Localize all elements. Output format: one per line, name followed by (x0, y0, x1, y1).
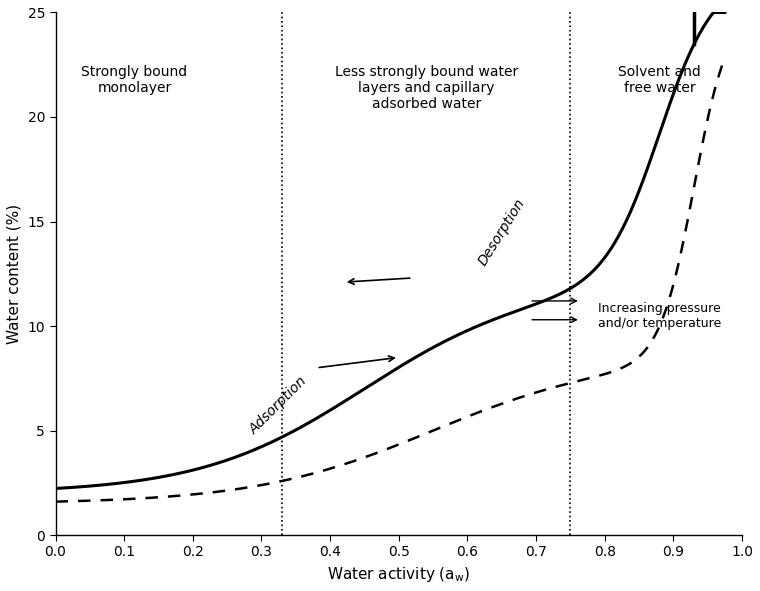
Text: Adsorption: Adsorption (247, 374, 310, 437)
Y-axis label: Water content (%): Water content (%) (7, 204, 22, 344)
Text: Solvent and
free water: Solvent and free water (619, 64, 701, 95)
Text: Increasing pressure
and/or temperature: Increasing pressure and/or temperature (598, 301, 721, 330)
Text: Desorption: Desorption (476, 196, 528, 268)
Text: Less strongly bound water
layers and capillary
adsorbed water: Less strongly bound water layers and cap… (334, 64, 518, 111)
Text: Strongly bound
monolayer: Strongly bound monolayer (81, 64, 188, 95)
X-axis label: Water activity ($\mathregular{a_w}$): Water activity ($\mathregular{a_w}$) (328, 565, 470, 584)
